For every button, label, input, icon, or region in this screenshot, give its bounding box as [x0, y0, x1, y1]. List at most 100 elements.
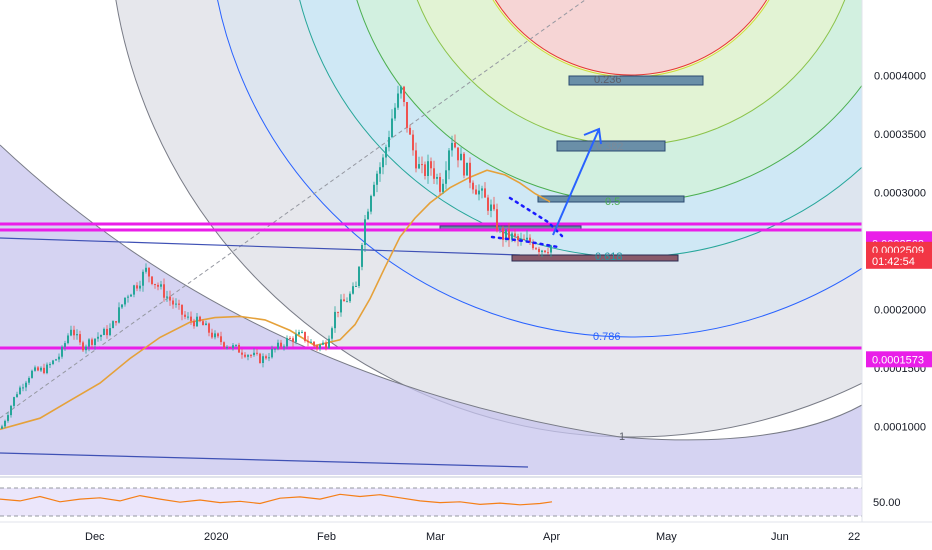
- candle-body: [256, 352, 258, 354]
- price-tag-background: [866, 252, 932, 269]
- candle-body: [442, 183, 444, 192]
- candle-body: [361, 245, 363, 267]
- candle-body: [247, 355, 249, 357]
- candle-body: [238, 344, 240, 353]
- candle-body: [88, 339, 90, 347]
- candle-body: [355, 286, 357, 287]
- candle-body: [379, 167, 381, 174]
- candle-body: [511, 233, 513, 240]
- candle-body: [415, 150, 417, 169]
- candle-body: [196, 316, 198, 327]
- candle-body: [277, 342, 279, 349]
- candle-body: [463, 153, 465, 176]
- outer-arc-line: [0, 144, 862, 441]
- candle-body: [19, 387, 21, 395]
- price-tick-label: 0.0002000: [874, 304, 926, 316]
- price-tag-label: 0.0002509: [872, 245, 924, 257]
- candle-body: [508, 229, 510, 240]
- candle-body: [67, 335, 69, 344]
- candle-body: [433, 168, 435, 179]
- candle-body: [307, 340, 309, 343]
- candle-body: [40, 367, 42, 371]
- candle-body: [268, 357, 270, 359]
- candle-body: [481, 188, 483, 191]
- box-0-5: [537, 195, 685, 203]
- candle-body: [145, 267, 147, 272]
- candle-body: [325, 342, 327, 349]
- candle-body: [28, 378, 30, 383]
- candle-body: [523, 238, 525, 240]
- wedge-bottom: [490, 235, 560, 249]
- time-axis[interactable]: Dec 2020 Feb Mar Apr May Jun 22: [85, 531, 860, 543]
- candle-body: [223, 342, 225, 348]
- candle-body: [316, 345, 318, 349]
- fib-label-0-786: 0.786: [593, 331, 621, 343]
- candle-body: [448, 150, 450, 171]
- candle-body: [106, 328, 108, 336]
- candle-body: [397, 93, 399, 108]
- candle-body: [160, 284, 162, 287]
- candle-body: [538, 248, 540, 253]
- candle-body: [343, 299, 345, 302]
- candle-body: [22, 387, 24, 389]
- time-tick-label: May: [656, 531, 677, 543]
- candle-body: [202, 321, 204, 326]
- candle-body: [394, 107, 396, 119]
- candle-body: [514, 233, 516, 237]
- candle-body: [64, 343, 66, 347]
- fib-label-0-236: 0.236: [594, 74, 622, 86]
- candle-body: [484, 188, 486, 198]
- candle-body: [472, 182, 474, 190]
- candle-body: [334, 311, 336, 329]
- candle-body: [34, 367, 36, 371]
- candle-body: [178, 303, 180, 305]
- candle-body: [298, 332, 300, 335]
- fib-label-0-618: 0.618: [595, 251, 623, 263]
- arrow-head: [583, 127, 602, 145]
- candle-body: [451, 142, 453, 151]
- candle-body: [208, 323, 210, 333]
- candle-body: [229, 347, 231, 349]
- price-tag-label: 0.0001573: [872, 354, 924, 366]
- candle-body: [439, 177, 441, 192]
- candle-body: [364, 219, 366, 245]
- candle-body: [37, 367, 39, 371]
- candle-body: [127, 296, 129, 298]
- candle-body: [304, 331, 306, 341]
- candle-body: [166, 296, 168, 298]
- candle-body: [136, 285, 138, 289]
- price-tick-label: 0.0001000: [874, 421, 926, 433]
- candle-body: [193, 320, 195, 327]
- candle-body: [142, 271, 144, 286]
- candle-body: [310, 341, 312, 343]
- candle-body: [187, 316, 189, 318]
- price-tag: 01:42:54: [866, 252, 932, 269]
- time-tick-label: Dec: [85, 531, 105, 543]
- outer-arc: [0, 144, 862, 475]
- time-tick-label: Apr: [543, 531, 560, 543]
- candle-body: [403, 86, 405, 102]
- candle-body: [466, 162, 468, 176]
- candle-body: [7, 415, 9, 421]
- time-tick-label: 22: [848, 531, 860, 543]
- price-tag-label: 01:42:54: [872, 256, 915, 268]
- candle-body: [100, 335, 102, 337]
- time-tick-label: 2020: [204, 531, 228, 543]
- candle-body: [214, 333, 216, 338]
- candle-body: [436, 177, 438, 179]
- candle-body: [259, 353, 261, 364]
- box-0-382: [556, 140, 666, 152]
- candle-body: [502, 228, 504, 240]
- candle-body: [424, 164, 426, 176]
- candle-body: [4, 420, 6, 427]
- price-tag-background: [866, 351, 932, 368]
- candle-body: [109, 328, 111, 336]
- price-tick-label: 0.0003500: [874, 129, 926, 141]
- candle-body: [220, 336, 222, 343]
- candle-body: [280, 342, 282, 347]
- candle-body: [232, 345, 234, 348]
- candle-body: [151, 276, 153, 284]
- candle-body: [418, 164, 420, 169]
- candle-body: [118, 307, 120, 323]
